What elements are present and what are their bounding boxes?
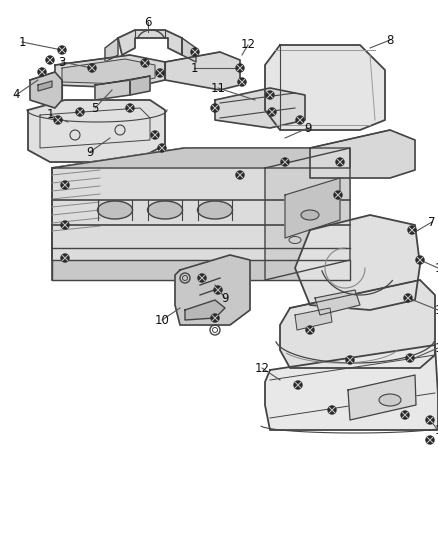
Ellipse shape [198,201,233,219]
Circle shape [404,294,412,302]
Text: 9: 9 [221,292,229,304]
Circle shape [46,56,54,64]
Circle shape [306,326,314,334]
Polygon shape [38,81,52,91]
Text: 1: 1 [434,303,438,317]
Circle shape [238,78,246,86]
Text: 10: 10 [155,313,170,327]
Polygon shape [285,178,340,238]
Circle shape [416,256,424,264]
Circle shape [408,226,416,234]
Circle shape [61,181,69,189]
Circle shape [328,406,336,414]
Circle shape [334,191,342,199]
Polygon shape [62,59,155,84]
Polygon shape [175,255,250,325]
Circle shape [336,158,344,166]
Ellipse shape [379,394,401,406]
Polygon shape [185,300,225,320]
Polygon shape [105,38,118,62]
Polygon shape [310,130,415,178]
Text: 12: 12 [254,361,269,375]
Text: 1: 1 [190,61,198,75]
Text: 6: 6 [144,15,152,28]
Polygon shape [295,215,420,310]
Circle shape [406,354,414,362]
Text: 5: 5 [91,101,99,115]
Polygon shape [348,375,416,420]
Polygon shape [30,72,62,108]
Circle shape [58,46,66,54]
Circle shape [141,59,149,67]
Text: 9: 9 [86,146,94,158]
Text: 8: 8 [386,34,394,46]
Circle shape [54,116,62,124]
Circle shape [401,411,409,419]
Circle shape [236,64,244,72]
Polygon shape [265,148,350,280]
Polygon shape [55,55,165,88]
Circle shape [266,91,274,99]
Circle shape [236,171,244,179]
Text: 7: 7 [428,215,436,229]
Polygon shape [52,148,350,168]
Polygon shape [52,260,350,280]
Polygon shape [28,100,165,162]
Circle shape [214,286,222,294]
Polygon shape [265,45,385,130]
Text: 1: 1 [434,424,438,437]
Polygon shape [280,280,435,368]
Text: 1: 1 [46,109,54,122]
Circle shape [61,221,69,229]
Circle shape [296,116,304,124]
Circle shape [38,68,46,76]
Polygon shape [95,80,130,100]
Circle shape [76,108,84,116]
Circle shape [158,144,166,152]
Circle shape [88,64,96,72]
Text: 1: 1 [434,342,438,354]
Circle shape [211,104,219,112]
Text: 9: 9 [304,122,312,134]
Circle shape [346,356,354,364]
Circle shape [211,314,219,322]
Polygon shape [182,38,196,62]
Circle shape [268,108,276,116]
Polygon shape [315,290,360,315]
Circle shape [281,158,289,166]
Ellipse shape [301,210,319,220]
Circle shape [61,254,69,262]
Ellipse shape [98,201,133,219]
Ellipse shape [148,201,183,219]
Polygon shape [265,345,438,430]
Text: 1: 1 [434,262,438,274]
Polygon shape [295,308,332,330]
Circle shape [156,69,164,77]
Circle shape [191,48,199,56]
Text: 12: 12 [240,38,255,52]
Circle shape [126,104,134,112]
Polygon shape [52,148,350,280]
Polygon shape [118,30,182,55]
Circle shape [151,131,159,139]
Text: 4: 4 [12,88,20,101]
Circle shape [426,416,434,424]
Circle shape [426,436,434,444]
Polygon shape [215,88,305,128]
Text: 1: 1 [18,36,26,49]
Circle shape [294,381,302,389]
Polygon shape [95,76,150,85]
Circle shape [198,274,206,282]
Polygon shape [130,76,150,95]
Text: 11: 11 [211,82,226,94]
Polygon shape [165,52,240,90]
Text: 3: 3 [58,55,66,69]
